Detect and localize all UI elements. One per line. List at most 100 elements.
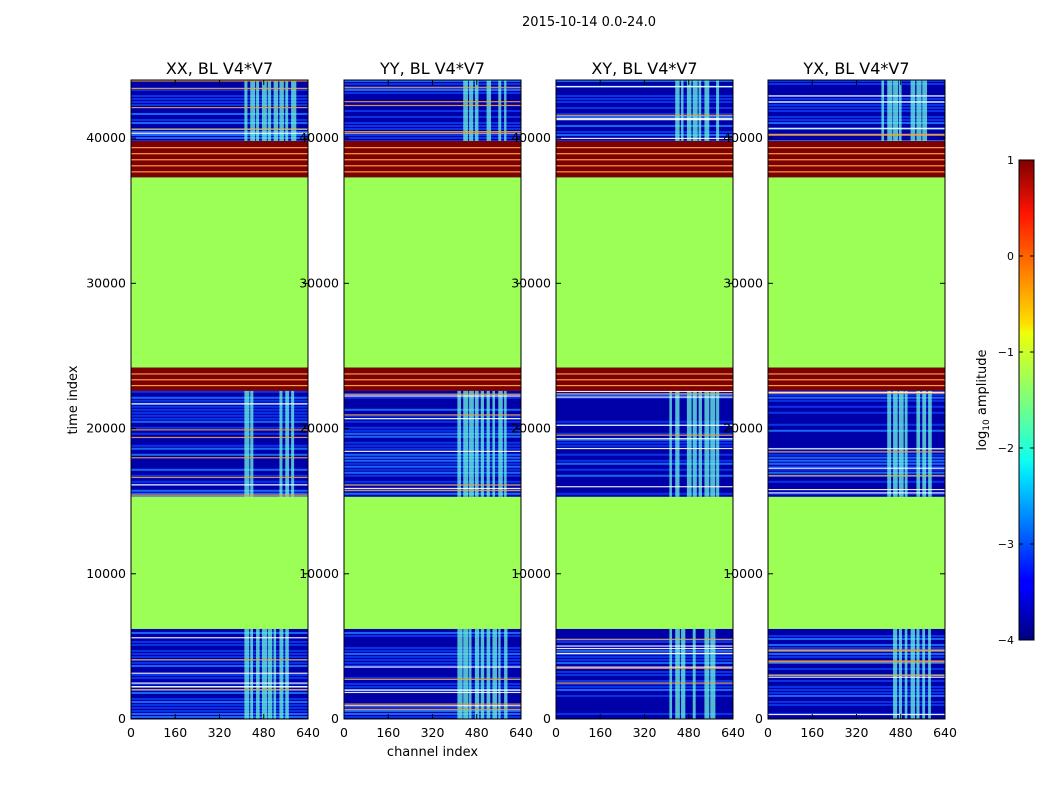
noise-row [131, 676, 308, 679]
band-line [556, 118, 733, 120]
noise-row [768, 700, 945, 703]
noise-row [131, 664, 308, 667]
noise-row [131, 98, 308, 100]
noise-row [768, 643, 945, 646]
noise-row [131, 703, 308, 706]
colorbar-tick-label: −2 [998, 442, 1014, 455]
noise-row [344, 429, 521, 432]
noise-row [131, 396, 308, 399]
noise-row [556, 98, 733, 100]
band-line [768, 650, 945, 652]
noise-row [131, 640, 308, 643]
saturated-line [556, 159, 733, 161]
y-tick-label: 40000 [86, 130, 126, 145]
noise-row [344, 134, 521, 136]
noise-row [131, 131, 308, 133]
rfi-stripe [492, 628, 497, 719]
y-tick-label: 30000 [86, 275, 126, 290]
noise-row [768, 110, 945, 112]
noise-row [131, 122, 308, 124]
saturated-line [556, 379, 733, 381]
noise-row [768, 429, 945, 432]
noise-row [768, 679, 945, 682]
band-line [768, 391, 945, 393]
noise-row [131, 89, 308, 91]
noise-row [131, 113, 308, 115]
band-line [556, 393, 733, 395]
noise-row [344, 456, 521, 459]
rfi-stripe [710, 628, 716, 719]
noise-row [344, 664, 521, 667]
band-line [556, 667, 733, 669]
band-line [131, 682, 308, 684]
band-line [556, 424, 733, 426]
noise-row [344, 658, 521, 661]
y-tick-label: 10000 [511, 566, 551, 581]
rfi-stripe [686, 390, 692, 497]
saturated-line [131, 384, 308, 387]
band-line [768, 488, 945, 491]
rfi-stripe [469, 628, 472, 719]
y-tick-label: 0 [331, 711, 339, 726]
band-line [344, 132, 521, 135]
noise-row [344, 459, 521, 462]
noise-row [768, 703, 945, 706]
noise-row [131, 706, 308, 709]
x-tick-label: 320 [421, 725, 445, 740]
noise-row [344, 441, 521, 444]
saturated-line [131, 379, 308, 381]
y-tick-label: 0 [543, 711, 551, 726]
heatmap-image [556, 80, 733, 719]
colorbar-label: log10 amplitude [975, 349, 992, 450]
noise-row [131, 444, 308, 447]
saturated-line [556, 171, 733, 173]
noise-row [556, 95, 733, 97]
noise-row [556, 459, 733, 462]
band-line [131, 403, 308, 405]
rfi-stripe [480, 390, 484, 497]
rfi-stripe [922, 80, 928, 141]
rfi-stripe [244, 80, 248, 141]
noise-row [344, 480, 521, 483]
x-tick-label: 320 [845, 725, 869, 740]
noise-row [768, 655, 945, 658]
rfi-stripe [904, 390, 908, 497]
panel-title: XY, BL V4*V7 [591, 59, 697, 78]
rfi-stripe [675, 628, 680, 719]
band-line [131, 672, 308, 674]
noise-row [344, 468, 521, 471]
band-line [344, 393, 521, 395]
noise-row [768, 646, 945, 649]
band-line [344, 489, 521, 491]
noise-row [131, 408, 308, 411]
saturated-block [768, 367, 945, 391]
rfi-stripe [291, 80, 297, 141]
saturated-line [768, 384, 945, 387]
rfi-stripe [922, 628, 926, 719]
rfi-stripe [675, 80, 680, 141]
noise-row [344, 125, 521, 127]
band-line [556, 645, 733, 647]
noise-row [131, 417, 308, 420]
noise-row [344, 447, 521, 450]
noise-row [131, 137, 308, 139]
saturated-line [344, 373, 521, 375]
rfi-stripe [256, 628, 260, 719]
noise-row [344, 116, 521, 118]
noise-row [131, 649, 308, 652]
band-line [556, 647, 733, 650]
band-line [131, 659, 308, 661]
noise-row [344, 492, 521, 495]
noise-row [131, 489, 308, 492]
noise-row [344, 128, 521, 130]
band-line [768, 134, 945, 136]
rfi-stripe [681, 628, 686, 719]
y-tick-label: 40000 [723, 130, 763, 145]
rfi-stripe [692, 390, 697, 497]
noise-row [556, 131, 733, 133]
rfi-stripe [898, 80, 902, 141]
rfi-stripe [492, 390, 495, 497]
noise-row [131, 697, 308, 700]
rfi-stripe [250, 80, 256, 141]
band-line [344, 689, 521, 691]
